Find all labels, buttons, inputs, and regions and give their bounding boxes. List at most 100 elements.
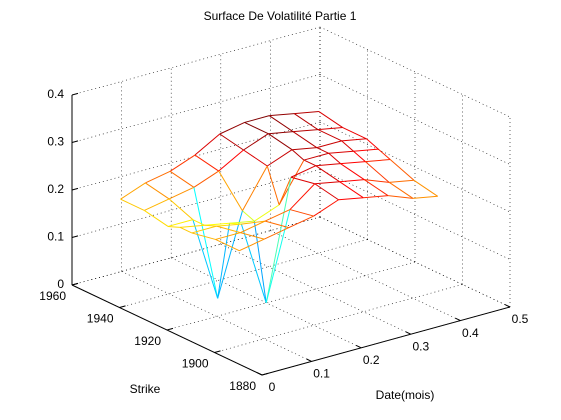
mesh-edge bbox=[265, 177, 292, 303]
mesh-edge bbox=[218, 149, 244, 172]
tick-mark bbox=[214, 350, 221, 353]
tick-mark bbox=[71, 235, 79, 238]
mesh-edge bbox=[253, 221, 267, 303]
mesh-edge bbox=[315, 165, 340, 183]
grid-line bbox=[71, 26, 321, 96]
tick-mark bbox=[455, 317, 461, 322]
mesh-edge bbox=[169, 154, 196, 172]
grid-line bbox=[119, 239, 368, 308]
mesh-edge bbox=[339, 181, 364, 199]
mesh-edge bbox=[193, 187, 219, 299]
x-tick-label: 0.1 bbox=[313, 367, 330, 381]
mesh-edge bbox=[144, 198, 170, 211]
tick-mark bbox=[261, 372, 269, 376]
z-tick-label: 0.1 bbox=[47, 230, 64, 244]
mesh-edge bbox=[412, 195, 438, 199]
mesh-edge bbox=[239, 238, 265, 252]
tick-mark bbox=[119, 305, 126, 308]
mesh-edge bbox=[340, 163, 365, 181]
mesh-edge bbox=[242, 165, 268, 212]
mesh-edge bbox=[314, 181, 340, 185]
mesh-edge bbox=[168, 225, 180, 228]
mesh-edge bbox=[263, 227, 290, 240]
mesh-edge bbox=[120, 182, 146, 200]
mesh-edge bbox=[217, 210, 243, 299]
z-tick-label: 0.4 bbox=[47, 87, 64, 101]
y-tick-label: 1940 bbox=[87, 312, 114, 326]
mesh-edge bbox=[353, 148, 379, 152]
mesh-edge bbox=[268, 133, 293, 151]
mesh-edge bbox=[328, 150, 354, 154]
mesh-edge bbox=[291, 149, 305, 161]
mesh-edge bbox=[317, 129, 342, 142]
mesh-edge bbox=[353, 150, 366, 162]
tick-mark bbox=[405, 331, 412, 335]
mesh-edge bbox=[145, 182, 170, 200]
mesh-edge bbox=[365, 161, 390, 183]
grid-line bbox=[71, 216, 321, 286]
tick-mark bbox=[504, 304, 511, 308]
mesh-edge bbox=[215, 238, 240, 252]
mesh-edge bbox=[269, 115, 294, 133]
mesh-edge bbox=[191, 232, 216, 240]
mesh-edge bbox=[377, 148, 391, 160]
mesh-edge bbox=[313, 199, 339, 217]
mesh-edge bbox=[364, 179, 390, 183]
grid-line bbox=[71, 74, 321, 143]
z-tick-label: 0 bbox=[57, 277, 64, 291]
mesh-edge bbox=[303, 152, 329, 161]
mesh-edge bbox=[266, 149, 293, 167]
mesh-edge bbox=[219, 133, 244, 151]
mesh-edge bbox=[292, 131, 318, 149]
grid-line bbox=[166, 261, 416, 331]
mesh-edge bbox=[179, 226, 193, 234]
mesh-edge bbox=[168, 198, 194, 221]
mesh-edge bbox=[294, 111, 319, 115]
mesh-edge bbox=[264, 209, 291, 222]
x-tick-label: 0.5 bbox=[512, 312, 529, 326]
mesh-edge bbox=[244, 121, 269, 135]
z-tick-label: 0.3 bbox=[47, 135, 64, 149]
mesh-edge bbox=[317, 127, 343, 131]
mesh-edge bbox=[194, 154, 219, 172]
tick-mark bbox=[71, 92, 79, 96]
mesh-edge bbox=[216, 223, 242, 227]
mesh-edge bbox=[388, 181, 414, 199]
mesh-edge bbox=[389, 159, 415, 181]
mesh-edge bbox=[254, 204, 280, 222]
mesh-edge bbox=[168, 186, 195, 200]
grid-line bbox=[214, 284, 463, 353]
mesh-edge bbox=[193, 170, 219, 188]
mesh-edge bbox=[194, 133, 221, 156]
mesh-edge bbox=[204, 224, 217, 227]
mesh-edge bbox=[316, 147, 329, 154]
mesh-edge bbox=[243, 133, 269, 151]
mesh-edge bbox=[192, 219, 219, 299]
y-tick-label: 1900 bbox=[182, 357, 209, 371]
mesh-edge bbox=[215, 232, 241, 240]
mesh-edge bbox=[240, 232, 265, 240]
tick-mark bbox=[256, 372, 263, 376]
mesh-edge bbox=[192, 219, 205, 226]
mesh-edge bbox=[338, 197, 364, 201]
mesh-edge bbox=[241, 220, 266, 225]
mesh-edge bbox=[413, 179, 438, 197]
mesh-edge bbox=[144, 210, 169, 227]
mesh-edge bbox=[288, 215, 314, 229]
mesh-edge bbox=[265, 209, 291, 303]
mesh-edge bbox=[242, 210, 255, 222]
x-tick-label: 0.2 bbox=[363, 353, 380, 367]
mesh-edge bbox=[219, 121, 245, 135]
mesh-edge bbox=[289, 183, 316, 210]
mesh-edge bbox=[191, 225, 217, 234]
mesh-edge bbox=[293, 129, 318, 133]
tick-mark bbox=[71, 187, 79, 191]
y-tick-label: 1920 bbox=[134, 334, 161, 348]
mesh-edge bbox=[341, 138, 367, 142]
mesh-edge bbox=[278, 159, 305, 206]
x-tick-label: 0.4 bbox=[462, 326, 479, 340]
grid-line bbox=[71, 169, 321, 238]
chart-title: Surface De Volatilité Partie 1 bbox=[204, 9, 357, 23]
tick-mark bbox=[71, 282, 79, 286]
